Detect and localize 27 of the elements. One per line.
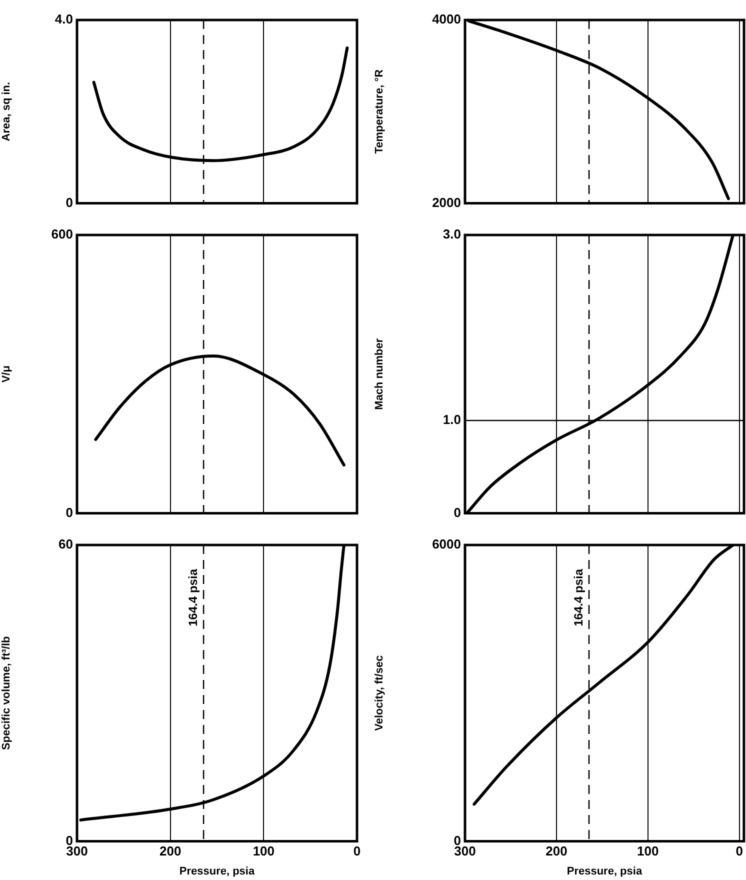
y-tick-label: 600 xyxy=(51,226,73,242)
ref-line-label: 164.4 psia xyxy=(571,568,586,626)
y-axis-title: Area, sq in. xyxy=(0,82,13,142)
ref-line-label: 164.4 psia xyxy=(186,568,200,626)
x-axis-title: Pressure, psia xyxy=(566,865,643,878)
y-axis-title: Specific volume, ft³/lb xyxy=(0,636,13,750)
y-tick-label: 4.0 xyxy=(54,12,73,27)
y-axis-title: V/μ xyxy=(0,366,13,383)
y-tick-label: 0 xyxy=(454,504,461,520)
y-tick-label: 3.0 xyxy=(442,226,461,242)
x-tick-label: 0 xyxy=(353,844,361,859)
y-axis-title: Temperature, °R xyxy=(374,69,386,154)
x-tick-label: 200 xyxy=(159,844,182,859)
x-axis-title: Pressure, psia xyxy=(179,865,256,878)
y-axis-title: Velocity, ft/sec xyxy=(374,655,386,731)
x-tick-label: 200 xyxy=(546,844,568,859)
x-tick-label: 100 xyxy=(637,844,659,859)
x-tick-label: 100 xyxy=(252,844,275,859)
x-tick-label: 0 xyxy=(736,844,743,859)
y-axis-title: Mach number xyxy=(374,338,386,410)
y-tick-label: 2000 xyxy=(432,194,461,210)
y-tick-label: 4000 xyxy=(432,12,461,27)
y-tick-label: 0 xyxy=(66,504,73,520)
y-tick-label: 0 xyxy=(66,194,73,210)
y-tick-label: 6000 xyxy=(432,536,461,552)
y-tick-label: 1.0 xyxy=(442,412,461,428)
y-tick-label: 60 xyxy=(58,536,73,552)
